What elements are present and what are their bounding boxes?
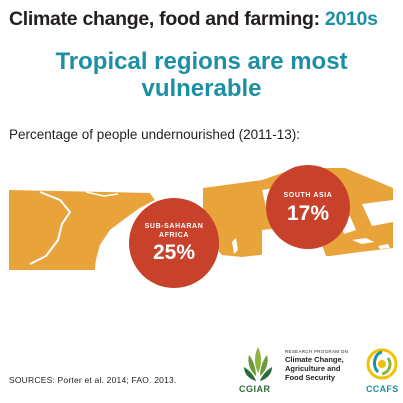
africa-percentage: 25% — [152, 241, 196, 264]
program-line-3: Food Security — [285, 373, 336, 382]
map-band-west — [9, 190, 155, 270]
africa-label-line-1: SUB-SAHARAN — [144, 223, 204, 230]
program-line-1: Climate Change, — [285, 355, 344, 364]
sources-note: SOURCES: Porter et al. 2014; FAO. 2013. — [9, 375, 177, 385]
south-asia-percentage: 17% — [286, 202, 330, 225]
program-name: RESEARCH PROGRAM ON Climate Change, Agri… — [285, 349, 373, 382]
program-small-label: RESEARCH PROGRAM ON — [285, 349, 349, 354]
headline: Tropical regions are most vulnerable — [0, 48, 403, 102]
madagascar — [232, 238, 238, 254]
africa-label: SUB-SAHARAN AFRICA — [129, 222, 219, 240]
southeast-sea-gap — [362, 200, 393, 226]
south-asia-label: SOUTH ASIA — [283, 192, 333, 199]
program-line-2: Agriculture and — [285, 364, 341, 373]
title-main: Climate change, food and farming: — [9, 8, 325, 30]
australia-edge — [372, 252, 393, 270]
cgiar-wordmark: CGIAR — [239, 384, 271, 394]
headline-line-1: Tropical regions are most — [55, 48, 348, 75]
americas-coastline — [29, 191, 72, 265]
title-decade: 2010s — [324, 8, 378, 30]
headline-line-2: vulnerable — [141, 75, 262, 102]
caribbean-coastline — [85, 191, 119, 197]
indonesia-islands — [352, 238, 390, 249]
south-asia-bubble: SOUTH ASIA 17% — [266, 165, 350, 249]
africa-bubble: SUB-SAHARAN AFRICA 25% — [129, 198, 219, 288]
map-caption: Percentage of people undernourished (201… — [9, 127, 300, 142]
africa-label-line-2: AFRICA — [158, 232, 190, 239]
cgiar-leaf-icon — [244, 347, 272, 381]
ccafs-swirl-icon — [366, 348, 398, 380]
page-title: Climate change, food and farming: 2010s — [9, 8, 399, 31]
ccafs-wordmark: CCAFS — [366, 384, 399, 394]
